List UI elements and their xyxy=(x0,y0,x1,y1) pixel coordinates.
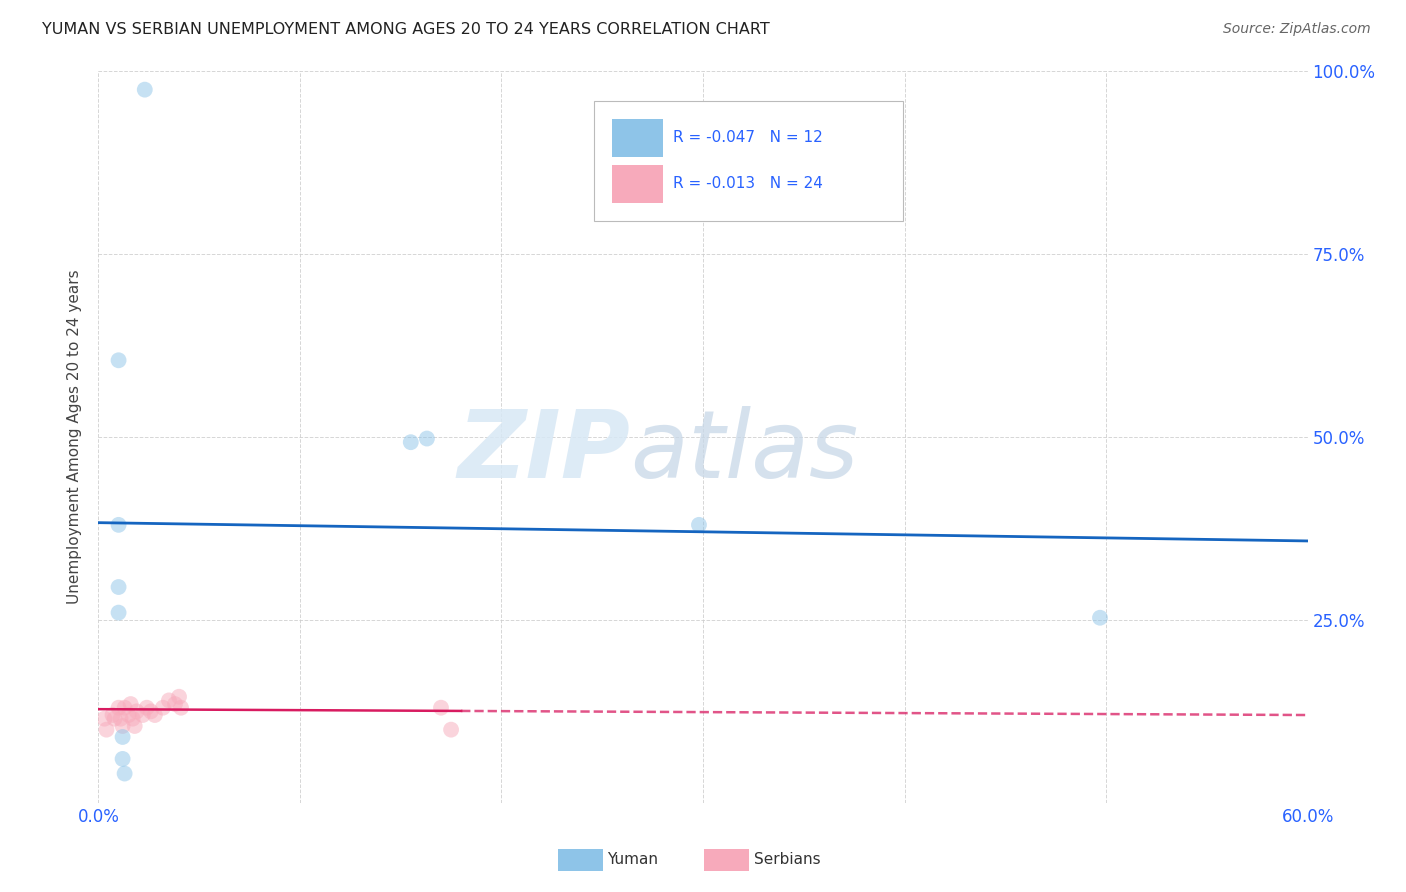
Text: atlas: atlas xyxy=(630,406,859,497)
Text: YUMAN VS SERBIAN UNEMPLOYMENT AMONG AGES 20 TO 24 YEARS CORRELATION CHART: YUMAN VS SERBIAN UNEMPLOYMENT AMONG AGES… xyxy=(42,22,770,37)
Text: Serbians: Serbians xyxy=(754,853,820,867)
Point xyxy=(167,690,190,704)
Point xyxy=(101,708,124,723)
Point xyxy=(135,700,157,714)
Point xyxy=(107,517,129,532)
FancyBboxPatch shape xyxy=(613,119,664,157)
Point xyxy=(114,766,136,780)
Point xyxy=(139,705,162,719)
Text: ZIP: ZIP xyxy=(457,406,630,498)
Point xyxy=(170,700,193,714)
Point xyxy=(132,708,155,723)
Point xyxy=(163,697,186,711)
Point xyxy=(107,606,129,620)
Point xyxy=(103,712,125,726)
Point xyxy=(107,580,129,594)
Text: Source: ZipAtlas.com: Source: ZipAtlas.com xyxy=(1223,22,1371,37)
Point xyxy=(118,708,141,723)
Point xyxy=(143,708,166,723)
Point xyxy=(121,712,143,726)
Point xyxy=(93,712,115,726)
Point xyxy=(107,700,129,714)
Text: R = -0.047   N = 12: R = -0.047 N = 12 xyxy=(672,129,823,145)
Point xyxy=(1088,611,1111,625)
Point xyxy=(152,700,174,714)
Point xyxy=(134,83,156,97)
Point xyxy=(120,697,142,711)
Point xyxy=(430,700,453,714)
Text: R = -0.013   N = 24: R = -0.013 N = 24 xyxy=(672,176,823,191)
Y-axis label: Unemployment Among Ages 20 to 24 years: Unemployment Among Ages 20 to 24 years xyxy=(67,269,83,605)
Text: Yuman: Yuman xyxy=(607,853,658,867)
Point xyxy=(111,730,134,744)
FancyBboxPatch shape xyxy=(613,165,664,203)
Point xyxy=(124,719,146,733)
Point xyxy=(399,435,422,450)
Point xyxy=(157,693,180,707)
Point xyxy=(440,723,463,737)
Point xyxy=(125,705,148,719)
Point xyxy=(107,353,129,368)
FancyBboxPatch shape xyxy=(595,101,903,221)
Point xyxy=(688,517,710,532)
Point xyxy=(114,700,136,714)
Point xyxy=(111,719,134,733)
Point xyxy=(416,432,439,446)
Point xyxy=(110,712,132,726)
Point xyxy=(96,723,118,737)
Point xyxy=(111,752,134,766)
